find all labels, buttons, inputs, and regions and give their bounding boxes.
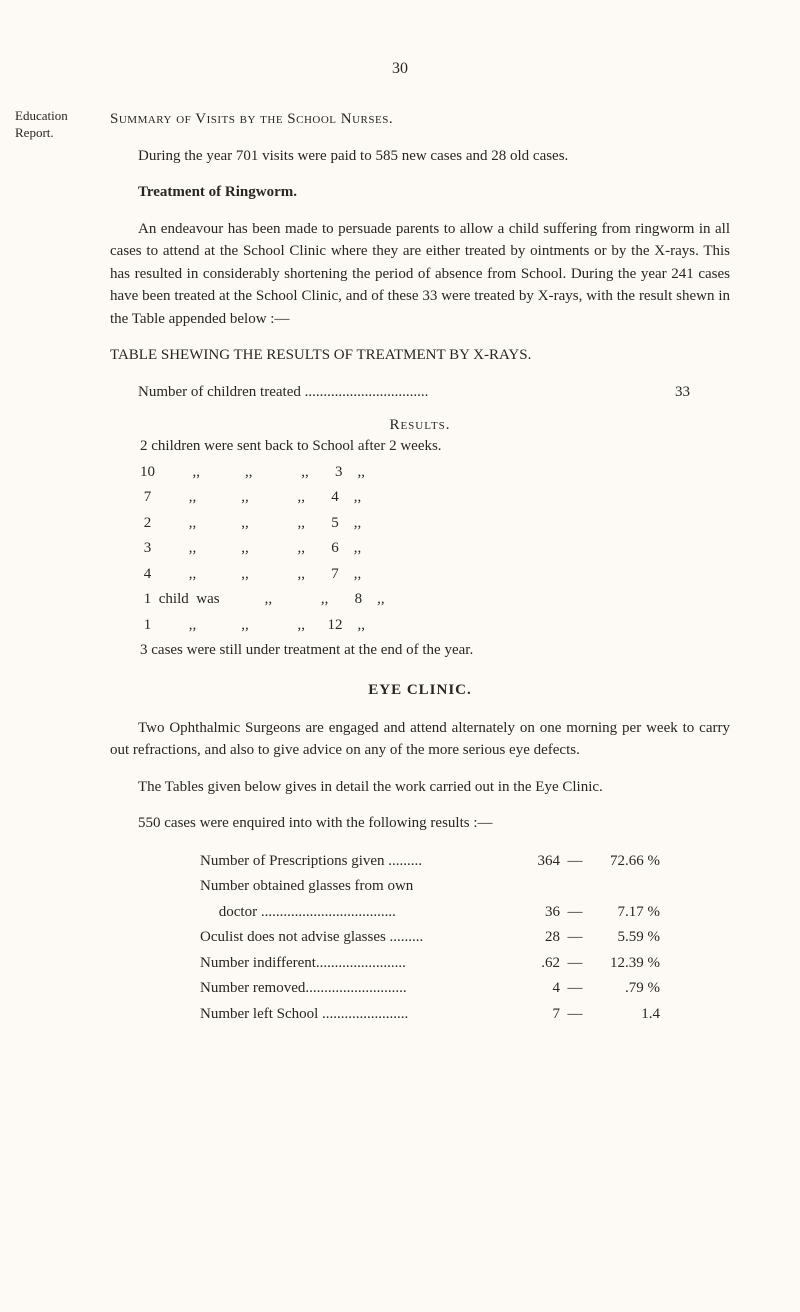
stats-dash-6: — <box>560 1002 590 1028</box>
stats-label-2: doctor .................................… <box>200 900 510 926</box>
ringworm-heading: Treatment of Ringworm. <box>110 181 730 204</box>
stats-row-0: Number of Prescriptions given ......... … <box>200 849 730 875</box>
stats-pct-3: 5.59 % <box>590 925 660 951</box>
table-title: TABLE SHEWING THE RESULTS OF TREATMENT B… <box>110 344 730 367</box>
stats-label-3: Oculist does not advise glasses ........… <box>200 925 510 951</box>
results-row-5: 1 child was ,, ,, 8 ,, <box>140 587 730 613</box>
stats-pct-0: 72.66 % <box>590 849 660 875</box>
stats-row-4: Number indifferent......................… <box>200 951 730 977</box>
stats-row-1: Number obtained glasses from own <box>200 874 730 900</box>
stats-row-2: doctor .................................… <box>200 900 730 926</box>
stats-value-3: 28 <box>510 925 560 951</box>
para-ringworm: An endeavour has been made to persuade p… <box>110 218 730 331</box>
stats-pct-2: 7.17 % <box>590 900 660 926</box>
page-number: 30 <box>70 60 730 78</box>
stats-value-6: 7 <box>510 1002 560 1028</box>
results-row-3: 3 ,, ,, ,, 6 ,, <box>140 536 730 562</box>
margin-note-line2: Report. <box>15 125 54 140</box>
stats-row-6: Number left School .....................… <box>200 1002 730 1028</box>
margin-note-line1: Education <box>15 108 68 123</box>
results-intro: 2 children were sent back to School afte… <box>140 434 730 460</box>
stats-dash-3: — <box>560 925 590 951</box>
results-row-0: 10 ,, ,, ,, 3 ,, <box>140 460 730 486</box>
results-row-6: 1 ,, ,, ,, 12 ,, <box>140 613 730 639</box>
number-treated-label: Number of children treated .............… <box>138 381 428 404</box>
results-heading: Results. <box>110 417 730 434</box>
stats-value-1 <box>510 874 560 900</box>
stats-label-0: Number of Prescriptions given ......... <box>200 849 510 875</box>
stats-dash-5: — <box>560 976 590 1002</box>
stats-pct-6: 1.4 <box>590 1002 660 1028</box>
stats-label-1: Number obtained glasses from own <box>200 874 510 900</box>
results-footer: 3 cases were still under treatment at th… <box>140 638 730 664</box>
para-tables: The Tables given below gives in detail t… <box>110 776 730 799</box>
stats-value-2: 36 <box>510 900 560 926</box>
stats-pct-4: 12.39 % <box>590 951 660 977</box>
stats-row-3: Oculist does not advise glasses ........… <box>200 925 730 951</box>
para-ophthalmic: Two Ophthalmic Surgeons are engaged and … <box>110 717 730 762</box>
stats-dash-2: — <box>560 900 590 926</box>
results-row-1: 7 ,, ,, ,, 4 ,, <box>140 485 730 511</box>
stats-dash-1 <box>560 874 590 900</box>
number-treated-row: Number of children treated .............… <box>138 381 730 404</box>
section-title: Summary of Visits by the School Nurses. <box>110 108 730 131</box>
results-row-4: 4 ,, ,, ,, 7 ,, <box>140 562 730 588</box>
stats-value-5: 4 <box>510 976 560 1002</box>
stats-label-5: Number removed..........................… <box>200 976 510 1002</box>
stats-label-4: Number indifferent......................… <box>200 951 510 977</box>
stats-pct-1 <box>590 874 660 900</box>
stats-value-4: .62 <box>510 951 560 977</box>
stats-pct-5: .79 % <box>590 976 660 1002</box>
eye-clinic-title: EYE CLINIC. <box>110 682 730 699</box>
stats-value-0: 364 <box>510 849 560 875</box>
number-treated-value: 33 <box>675 381 690 404</box>
results-row-2: 2 ,, ,, ,, 5 ,, <box>140 511 730 537</box>
para-550: 550 cases were enquired into with the fo… <box>110 812 730 835</box>
table-title-text: TABLE SHEWING THE RESULTS OF TREATMENT B… <box>110 347 531 363</box>
stats-row-5: Number removed..........................… <box>200 976 730 1002</box>
stats-table: Number of Prescriptions given ......... … <box>200 849 730 1028</box>
stats-dash-0: — <box>560 849 590 875</box>
para-visits: During the year 701 visits were paid to … <box>110 145 730 168</box>
stats-dash-4: — <box>560 951 590 977</box>
stats-label-6: Number left School .....................… <box>200 1002 510 1028</box>
margin-note: Education Report. <box>15 108 85 142</box>
